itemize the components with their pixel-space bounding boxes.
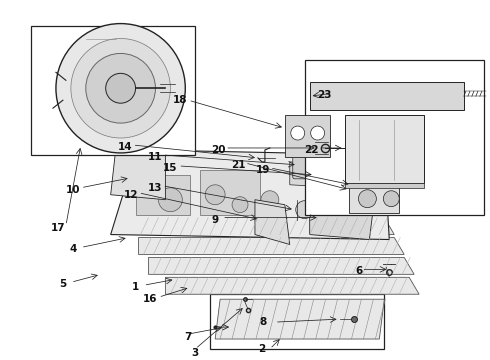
Text: 6: 6 <box>356 266 363 276</box>
Bar <box>310 82 464 110</box>
Polygon shape <box>290 162 347 188</box>
Text: 16: 16 <box>143 294 158 304</box>
Text: 21: 21 <box>231 160 245 170</box>
Circle shape <box>291 126 305 140</box>
Circle shape <box>261 191 279 209</box>
Bar <box>31 26 195 155</box>
Text: 20: 20 <box>211 145 225 155</box>
Text: 8: 8 <box>259 317 267 327</box>
Polygon shape <box>255 200 290 244</box>
Circle shape <box>296 201 314 219</box>
Text: 9: 9 <box>212 215 219 225</box>
Bar <box>349 185 399 213</box>
Text: 5: 5 <box>59 279 67 289</box>
Circle shape <box>158 188 182 212</box>
Circle shape <box>56 24 185 153</box>
Text: 13: 13 <box>148 183 163 193</box>
Text: 4: 4 <box>69 244 76 255</box>
Circle shape <box>86 53 155 123</box>
Circle shape <box>205 185 225 205</box>
Text: 1: 1 <box>132 282 139 292</box>
Polygon shape <box>148 257 414 274</box>
Bar <box>305 60 484 215</box>
Circle shape <box>359 190 376 208</box>
Circle shape <box>232 197 248 213</box>
Bar <box>285 115 330 157</box>
Text: 3: 3 <box>192 348 199 358</box>
Polygon shape <box>139 238 404 255</box>
Text: 2: 2 <box>258 344 266 354</box>
Text: 10: 10 <box>66 185 80 195</box>
Text: 19: 19 <box>256 165 270 175</box>
Polygon shape <box>111 150 389 239</box>
Text: 12: 12 <box>123 190 138 200</box>
Polygon shape <box>111 150 166 200</box>
Text: 18: 18 <box>173 95 188 105</box>
FancyBboxPatch shape <box>293 153 332 179</box>
Circle shape <box>311 126 324 140</box>
Text: 22: 22 <box>304 145 319 155</box>
Bar <box>344 115 424 183</box>
Circle shape <box>106 73 136 103</box>
Text: 23: 23 <box>318 90 332 100</box>
Bar <box>344 183 424 188</box>
Text: 11: 11 <box>148 152 163 162</box>
Polygon shape <box>215 299 384 339</box>
Circle shape <box>71 39 171 138</box>
Bar <box>210 294 384 349</box>
Text: 7: 7 <box>185 332 192 342</box>
Polygon shape <box>166 277 419 294</box>
Text: 15: 15 <box>163 163 177 173</box>
Bar <box>200 170 260 215</box>
Text: 14: 14 <box>118 142 133 152</box>
Text: 17: 17 <box>50 222 65 233</box>
Circle shape <box>383 191 399 207</box>
Bar <box>136 175 190 215</box>
Polygon shape <box>310 195 374 239</box>
Polygon shape <box>130 218 394 234</box>
